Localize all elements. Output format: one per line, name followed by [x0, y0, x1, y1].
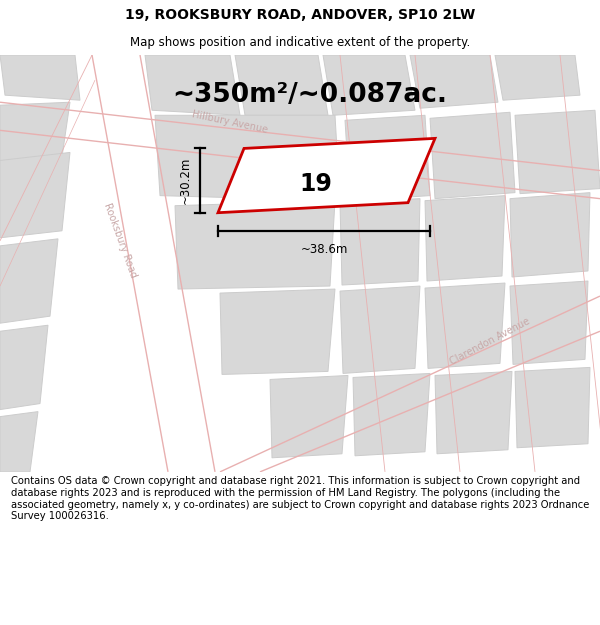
Polygon shape — [345, 115, 430, 201]
Polygon shape — [410, 55, 498, 108]
Polygon shape — [353, 373, 430, 456]
Polygon shape — [425, 283, 505, 368]
Polygon shape — [218, 138, 435, 212]
Text: Hillbury Avenue: Hillbury Avenue — [191, 109, 269, 135]
Polygon shape — [155, 115, 340, 201]
Text: Rooksbury Road: Rooksbury Road — [102, 202, 138, 279]
Polygon shape — [175, 201, 335, 289]
Polygon shape — [145, 55, 240, 115]
Polygon shape — [425, 196, 505, 281]
Polygon shape — [0, 55, 80, 100]
Polygon shape — [515, 110, 600, 194]
Polygon shape — [235, 55, 328, 115]
Polygon shape — [340, 199, 420, 285]
Text: 19, ROOKSBURY ROAD, ANDOVER, SP10 2LW: 19, ROOKSBURY ROAD, ANDOVER, SP10 2LW — [125, 8, 475, 22]
Polygon shape — [0, 412, 38, 472]
Text: ~30.2m: ~30.2m — [179, 157, 192, 204]
Polygon shape — [270, 376, 348, 458]
Polygon shape — [340, 286, 420, 373]
Polygon shape — [515, 368, 590, 448]
Polygon shape — [0, 102, 70, 172]
Text: Map shows position and indicative extent of the property.: Map shows position and indicative extent… — [130, 36, 470, 49]
Polygon shape — [430, 112, 515, 199]
Text: ~350m²/~0.087ac.: ~350m²/~0.087ac. — [173, 82, 448, 108]
Polygon shape — [510, 281, 588, 364]
Text: ~38.6m: ~38.6m — [301, 243, 347, 256]
Polygon shape — [220, 289, 335, 374]
Polygon shape — [435, 371, 512, 454]
Polygon shape — [495, 55, 580, 100]
Polygon shape — [323, 55, 415, 115]
Text: Contains OS data © Crown copyright and database right 2021. This information is : Contains OS data © Crown copyright and d… — [11, 476, 589, 521]
Text: Clarendon Avenue: Clarendon Avenue — [448, 316, 532, 367]
Text: 19: 19 — [300, 172, 332, 196]
Polygon shape — [510, 192, 590, 277]
Polygon shape — [0, 239, 58, 323]
Polygon shape — [0, 325, 48, 409]
Polygon shape — [0, 152, 70, 238]
